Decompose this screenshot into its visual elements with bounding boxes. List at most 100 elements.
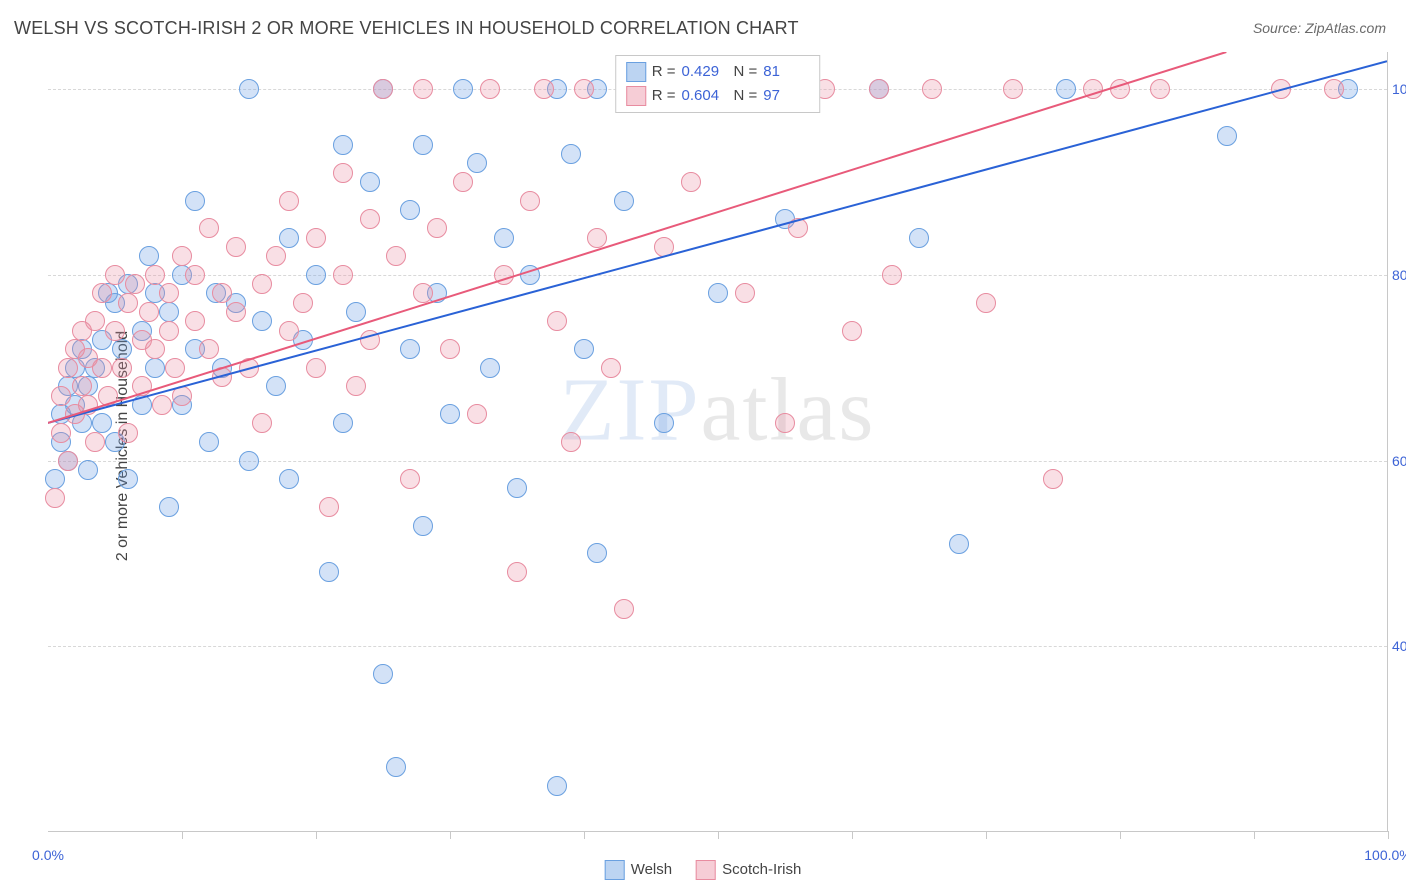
scatter-point-scotch_irish xyxy=(413,283,433,303)
scatter-point-scotch_irish xyxy=(507,562,527,582)
scatter-point-scotch_irish xyxy=(574,79,594,99)
scatter-point-welsh xyxy=(467,153,487,173)
y-tick-label: 60.0% xyxy=(1392,453,1406,469)
scatter-point-welsh xyxy=(400,339,420,359)
scatter-point-welsh xyxy=(45,469,65,489)
scatter-point-scotch_irish xyxy=(105,321,125,341)
scatter-point-welsh xyxy=(360,172,380,192)
scatter-point-welsh xyxy=(574,339,594,359)
scatter-point-welsh xyxy=(132,395,152,415)
scatter-point-welsh xyxy=(239,451,259,471)
legend-label-scotch_irish: Scotch-Irish xyxy=(722,861,801,878)
scatter-point-scotch_irish xyxy=(1043,469,1063,489)
scatter-point-scotch_irish xyxy=(494,265,514,285)
scatter-point-welsh xyxy=(145,358,165,378)
scatter-point-scotch_irish xyxy=(306,358,326,378)
r-value-scotch_irish: 0.604 xyxy=(682,84,728,108)
x-tick-label: 100.0% xyxy=(1364,847,1406,863)
scatter-point-welsh xyxy=(266,376,286,396)
scatter-point-welsh xyxy=(561,144,581,164)
scatter-point-scotch_irish xyxy=(360,330,380,350)
scatter-point-welsh xyxy=(453,79,473,99)
scatter-point-scotch_irish xyxy=(58,358,78,378)
scatter-point-scotch_irish xyxy=(467,404,487,424)
scatter-point-welsh xyxy=(1056,79,1076,99)
scatter-point-scotch_irish xyxy=(226,302,246,322)
r-value-welsh: 0.429 xyxy=(682,60,728,84)
scatter-point-scotch_irish xyxy=(1110,79,1130,99)
scatter-point-scotch_irish xyxy=(601,358,621,378)
legend-swatch-scotch_irish xyxy=(626,86,646,106)
legend-swatch-welsh xyxy=(626,62,646,82)
x-tick-label: 0.0% xyxy=(32,847,64,863)
x-tick xyxy=(182,831,183,839)
scatter-point-scotch_irish xyxy=(212,283,232,303)
scatter-point-scotch_irish xyxy=(373,79,393,99)
scatter-point-welsh xyxy=(185,191,205,211)
x-tick xyxy=(584,831,585,839)
scatter-point-scotch_irish xyxy=(681,172,701,192)
scatter-point-welsh xyxy=(587,543,607,563)
scatter-point-scotch_irish xyxy=(199,218,219,238)
legend-swatch-welsh xyxy=(605,860,625,880)
scatter-point-scotch_irish xyxy=(85,311,105,331)
scatter-point-scotch_irish xyxy=(239,358,259,378)
gridline xyxy=(48,275,1387,276)
scatter-point-scotch_irish xyxy=(105,265,125,285)
scatter-point-scotch_irish xyxy=(534,79,554,99)
scatter-point-scotch_irish xyxy=(882,265,902,285)
scatter-point-welsh xyxy=(494,228,514,248)
n-label: N = xyxy=(734,60,758,84)
scatter-point-scotch_irish xyxy=(561,432,581,452)
scatter-point-welsh xyxy=(708,283,728,303)
scatter-point-scotch_irish xyxy=(72,376,92,396)
legend-correlation-row-scotch_irish: R =0.604N =97 xyxy=(626,84,810,108)
scatter-point-scotch_irish xyxy=(775,413,795,433)
legend-label-welsh: Welsh xyxy=(631,861,672,878)
scatter-point-scotch_irish xyxy=(788,218,808,238)
scatter-point-scotch_irish xyxy=(139,302,159,322)
scatter-point-welsh xyxy=(507,478,527,498)
n-value-welsh: 81 xyxy=(763,60,809,84)
scatter-point-scotch_irish xyxy=(842,321,862,341)
scatter-point-scotch_irish xyxy=(199,339,219,359)
scatter-point-welsh xyxy=(1217,126,1237,146)
scatter-point-welsh xyxy=(319,562,339,582)
n-label: N = xyxy=(734,84,758,108)
scatter-point-scotch_irish xyxy=(172,386,192,406)
plot-area: ZIPatlas R =0.429N =81R =0.604N =97 40.0… xyxy=(48,52,1388,832)
scatter-point-welsh xyxy=(480,358,500,378)
scatter-point-scotch_irish xyxy=(413,79,433,99)
scatter-point-scotch_irish xyxy=(212,367,232,387)
scatter-point-welsh xyxy=(333,413,353,433)
scatter-point-scotch_irish xyxy=(266,246,286,266)
scatter-point-scotch_irish xyxy=(1083,79,1103,99)
scatter-point-scotch_irish xyxy=(1150,79,1170,99)
scatter-point-scotch_irish xyxy=(118,293,138,313)
scatter-point-scotch_irish xyxy=(118,423,138,443)
scatter-point-welsh xyxy=(92,413,112,433)
scatter-point-scotch_irish xyxy=(145,339,165,359)
scatter-point-scotch_irish xyxy=(427,218,447,238)
scatter-point-welsh xyxy=(159,302,179,322)
scatter-point-scotch_irish xyxy=(360,209,380,229)
scatter-point-scotch_irish xyxy=(333,163,353,183)
scatter-point-scotch_irish xyxy=(85,432,105,452)
watermark-atlas: atlas xyxy=(701,361,876,460)
scatter-point-scotch_irish xyxy=(51,423,71,443)
chart-container: WELSH VS SCOTCH-IRISH 2 OR MORE VEHICLES… xyxy=(0,0,1406,892)
scatter-point-scotch_irish xyxy=(453,172,473,192)
scatter-point-scotch_irish xyxy=(346,376,366,396)
scatter-point-welsh xyxy=(413,135,433,155)
scatter-point-scotch_irish xyxy=(735,283,755,303)
legend-swatch-scotch_irish xyxy=(696,860,716,880)
watermark-zip: ZIP xyxy=(560,361,701,460)
scatter-point-scotch_irish xyxy=(1271,79,1291,99)
scatter-point-scotch_irish xyxy=(654,237,674,257)
scatter-point-scotch_irish xyxy=(98,386,118,406)
legend-series: Welsh Scotch-Irish xyxy=(605,860,802,880)
x-tick xyxy=(1388,831,1389,839)
scatter-point-scotch_irish xyxy=(78,395,98,415)
scatter-point-scotch_irish xyxy=(1324,79,1344,99)
scatter-point-welsh xyxy=(386,757,406,777)
